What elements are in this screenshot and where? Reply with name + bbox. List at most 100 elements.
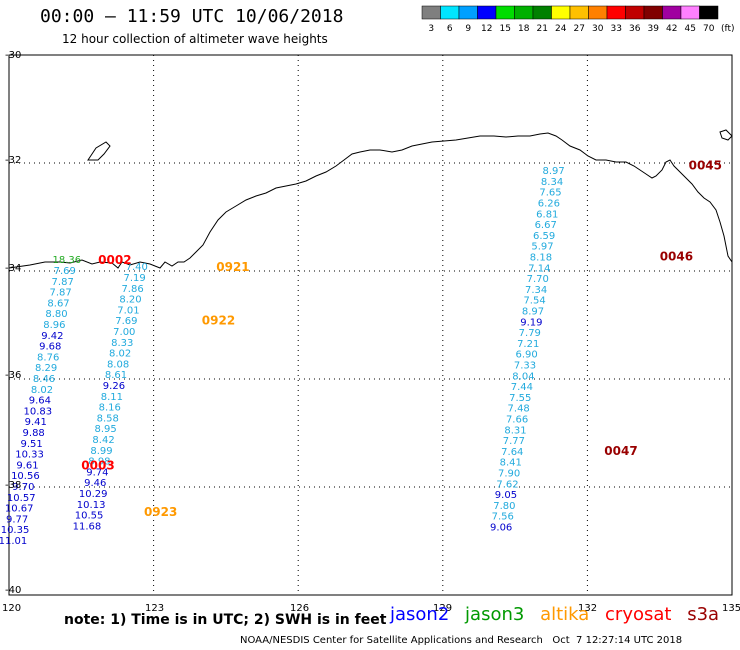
wave-height-value: 8.20: [119, 295, 141, 306]
kangaroo-island: [87, 141, 111, 161]
wave-height-value: 7.34: [525, 285, 547, 296]
colorbar-label: 33: [611, 24, 622, 34]
wave-height-value: 7.40: [126, 262, 148, 273]
credit-line: NOAA/NESDIS Center for Satellite Applica…: [240, 635, 683, 646]
wave-height-value: 8.46: [33, 374, 55, 385]
map-frame: [8, 54, 733, 596]
wave-height-value: 7.70: [527, 274, 549, 285]
wave-height-value: 10.35: [1, 525, 30, 536]
wave-height-value: 8.34: [541, 177, 563, 188]
colorbar-label: 30: [592, 24, 604, 34]
lon-label-123: 123: [145, 603, 165, 614]
legend-cryosat: cryosat: [605, 604, 672, 625]
wave-height-value: 9.06: [490, 523, 512, 534]
wave-height-value: 7.00: [113, 327, 135, 338]
colorbar: 3 6 9 12 15 18 21 24 27 30 33 36 39 42 45 70 (ft): [421, 5, 735, 34]
colorbar-swatch: [532, 5, 552, 20]
colorbar-swatch: [477, 5, 497, 20]
wave-height-value: 7.66: [506, 415, 528, 426]
grid-lines: [9, 55, 732, 595]
wave-height-value: 8.02: [31, 385, 53, 396]
pass-time-label: 0047: [604, 444, 637, 458]
wave-height-value: 9.51: [20, 439, 42, 450]
lon-label-132: 132: [578, 603, 598, 614]
legend-s3a: s3a: [687, 604, 720, 625]
lon-label-126: 126: [290, 603, 310, 614]
colorbar-label: 12: [481, 24, 492, 34]
wave-height-value: 9.46: [84, 478, 106, 489]
wave-height-value: 7.87: [49, 288, 71, 299]
wave-height-value: 10.33: [15, 450, 44, 461]
wave-height-value: 7.56: [492, 512, 514, 523]
wave-height-value: 8.02: [109, 349, 131, 360]
pass-time-label: 0923: [144, 505, 177, 519]
pass-time-labels: 0002 0921 0922 0003 0923 0045 0046 0047: [81, 159, 722, 519]
wave-height-value: 10.83: [24, 406, 53, 417]
wave-height-value: 8.99: [90, 446, 112, 457]
wave-height-value: 6.90: [515, 350, 537, 361]
wave-height-value: 7.79: [519, 328, 541, 339]
colorbar-label: 18: [518, 24, 530, 34]
wave-height-value: 6.59: [533, 231, 555, 242]
colorbar-swatch: [514, 5, 534, 20]
colorbar-swatch: [588, 5, 608, 20]
wave-height-value: 7.54: [523, 296, 545, 307]
wave-height-value: 7.87: [52, 277, 74, 288]
tasmania-fragment: [719, 129, 733, 141]
wave-height-value: 10.67: [5, 504, 34, 515]
wave-height-value: 10.13: [77, 500, 106, 511]
wave-height-value: 7.64: [501, 447, 523, 458]
wave-height-value: 10.57: [7, 493, 36, 504]
wave-height-value: 8.04: [512, 371, 534, 382]
wave-height-value: 7.44: [511, 382, 533, 393]
wave-height-value: 7.33: [514, 361, 536, 372]
colorbar-swatch: [551, 5, 571, 20]
wave-height-value: 7.62: [496, 479, 518, 490]
map-title: 00:00 – 11:59 UTC 10/06/2018: [40, 6, 344, 27]
legend-altika: altika: [540, 604, 590, 625]
wave-height-value: 18.36: [53, 255, 82, 266]
colorbar-label: 36: [629, 24, 641, 34]
wave-height-value: 8.33: [111, 338, 133, 349]
wave-height-value: 8.29: [35, 363, 57, 374]
wave-height-value: 8.67: [47, 298, 69, 309]
pass-time-label: 0003: [81, 458, 114, 472]
wave-height-value: 7.86: [121, 284, 143, 295]
wave-height-value: 8.18: [530, 253, 552, 264]
colorbar-label: 3: [428, 24, 434, 34]
colorbar-label: 45: [685, 24, 696, 34]
wave-height-value: 8.41: [500, 458, 522, 469]
colorbar-swatch: [458, 5, 478, 20]
wave-height-value: 9.74: [86, 467, 108, 478]
wave-height-value: 9.88: [23, 428, 45, 439]
lat-label-36: -36: [5, 370, 22, 381]
lat-label-30: -30: [5, 50, 22, 61]
pass-time-label: 0921: [216, 260, 249, 274]
wave-height-value: 8.80: [45, 309, 67, 320]
colorbar-swatch: [440, 5, 460, 20]
colorbar-label: 21: [537, 24, 548, 34]
colorbar-label: 24: [555, 24, 567, 34]
wave-height-value: 9.77: [6, 514, 28, 525]
lon-label-129: 129: [433, 603, 453, 614]
colorbar-label: 9: [465, 24, 471, 34]
wave-height-value: 6.26: [538, 199, 560, 210]
satellite-legend: jason2 jason3 altika cryosat s3a: [390, 604, 729, 625]
lat-label-40: -40: [5, 585, 22, 596]
wave-height-value: 7.48: [508, 404, 530, 415]
colorbar-label: 39: [648, 24, 660, 34]
wave-height-value: 8.97: [543, 166, 565, 177]
wave-height-value: 11.01: [0, 536, 27, 547]
colorbar-label: 70: [703, 24, 715, 34]
wave-height-value: 8.58: [97, 413, 119, 424]
legend-jason2: jason2: [390, 604, 450, 625]
wave-height-value: 8.97: [522, 307, 544, 318]
lat-label-32: -32: [5, 155, 22, 166]
colorbar-label: 6: [447, 24, 453, 34]
wave-height-value: 8.16: [99, 403, 121, 414]
pass-time-label: 0046: [660, 249, 693, 263]
colorbar-swatch: [569, 5, 589, 20]
wave-height-value: 7.14: [528, 263, 550, 274]
colorbar-swatch: [643, 5, 663, 20]
